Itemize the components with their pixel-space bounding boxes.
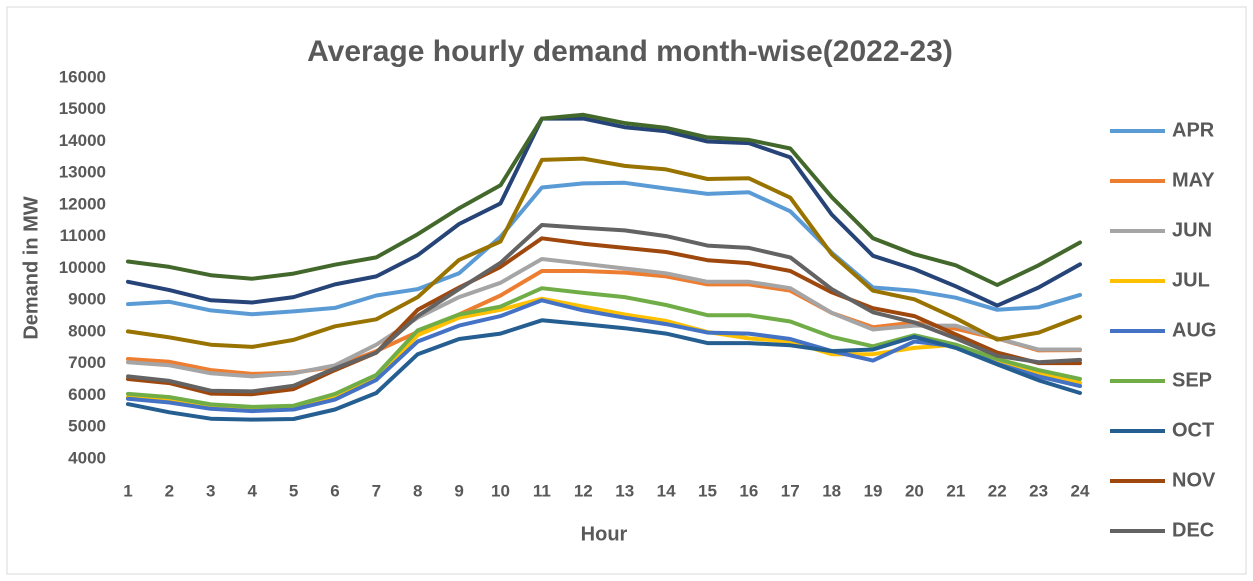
- legend-label: DEC: [1172, 519, 1214, 541]
- series-line: [126, 223, 1082, 394]
- legend-label: MAY: [1172, 169, 1215, 191]
- x-tick-label: 24: [1071, 481, 1090, 500]
- x-tick-label: 23: [1029, 481, 1048, 500]
- series-line: [126, 180, 1082, 317]
- y-tick-label: 10000: [59, 258, 106, 277]
- chart-title: Average hourly demand month-wise(2022-23…: [307, 35, 953, 68]
- series-line: [126, 236, 1082, 397]
- x-tick-label: 21: [946, 481, 965, 500]
- y-tick-label: 5000: [68, 417, 106, 436]
- series-line: [126, 298, 1082, 414]
- x-tick-label: 14: [657, 481, 676, 500]
- y-tick-label: 8000: [68, 321, 106, 340]
- legend-label: OCT: [1172, 419, 1214, 441]
- x-tick-label: 12: [574, 481, 593, 500]
- x-tick-label: 20: [905, 481, 924, 500]
- x-tick-label: 1: [123, 481, 132, 500]
- legend-label: SEP: [1172, 369, 1212, 391]
- x-tick-label: 15: [698, 481, 717, 500]
- x-tick-label: 19: [864, 481, 883, 500]
- y-tick-label: 15000: [59, 99, 106, 118]
- y-tick-label: 11000: [60, 226, 106, 245]
- x-tick-label: 17: [781, 481, 800, 500]
- x-tick-label: 2: [165, 481, 174, 500]
- series-line: [126, 318, 1082, 422]
- y-tick-label: 12000: [59, 194, 106, 213]
- x-tick-label: 18: [822, 481, 841, 500]
- legend-label: APR: [1172, 119, 1215, 141]
- y-tick-label: 13000: [59, 163, 106, 182]
- x-axis-label: Hour: [581, 523, 628, 545]
- y-tick-label: 6000: [68, 385, 106, 404]
- x-tick-label: 9: [454, 481, 463, 500]
- y-axis-label: Demand in MW: [20, 196, 42, 339]
- y-tick-label: 9000: [68, 290, 106, 309]
- x-tick-label: 16: [739, 481, 758, 500]
- series-line: [126, 156, 1082, 349]
- x-tick-label: 7: [372, 481, 381, 500]
- x-tick-label: 22: [988, 481, 1007, 500]
- x-tick-label: 3: [206, 481, 215, 500]
- legend-label: NOV: [1172, 469, 1216, 491]
- series-line: [126, 112, 1082, 287]
- x-tick-label: 4: [247, 481, 257, 500]
- x-tick-label: 11: [533, 481, 551, 500]
- x-tick-label: 5: [289, 481, 298, 500]
- chart-border: [6, 6, 1247, 575]
- y-tick-label: 16000: [59, 67, 106, 86]
- x-tick-label: 10: [491, 481, 510, 500]
- x-tick-label: 6: [330, 481, 339, 500]
- y-tick-label: 4000: [68, 448, 106, 467]
- legend-label: JUN: [1172, 219, 1212, 241]
- legend-label: JUL: [1172, 269, 1210, 291]
- y-tick-label: 7000: [68, 353, 106, 372]
- legend-label: AUG: [1172, 319, 1216, 341]
- x-tick-label: 8: [413, 481, 422, 500]
- y-tick-label: 14000: [59, 131, 106, 150]
- x-tick-label: 13: [615, 481, 634, 500]
- series-line: [126, 116, 1082, 308]
